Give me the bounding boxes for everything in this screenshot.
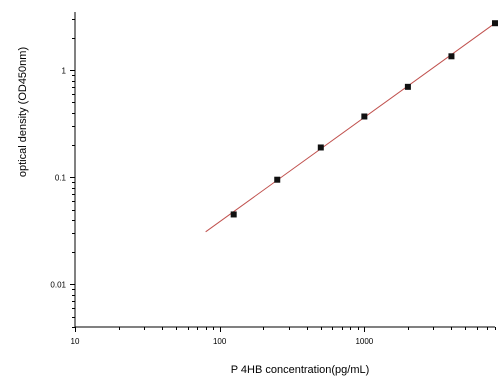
data-points-group: [230, 20, 498, 218]
data-point: [448, 53, 455, 60]
x-tick-label: 10: [71, 337, 80, 346]
fit-line-group: [205, 22, 496, 233]
data-point: [492, 20, 498, 27]
axes-group: [74, 12, 495, 328]
x-tick-label: 100: [213, 337, 227, 346]
x-axis-title: P 4HB concentration(pg/mL): [231, 364, 370, 376]
fit-line: [205, 22, 496, 233]
ticks-group: 10 100 1000 0.01 0.1 1: [50, 19, 496, 346]
data-point: [404, 83, 411, 90]
data-point: [230, 211, 237, 218]
y-tick-label: 0.01: [50, 280, 66, 289]
y-tick-label: 0.1: [55, 173, 67, 182]
x-tick-label: 1000: [355, 337, 373, 346]
y-tick-label: 1: [62, 66, 67, 75]
data-point: [361, 113, 368, 120]
y-axis-title: optical density (OD450nm): [17, 47, 29, 177]
data-point: [274, 176, 281, 183]
data-point: [317, 144, 324, 151]
